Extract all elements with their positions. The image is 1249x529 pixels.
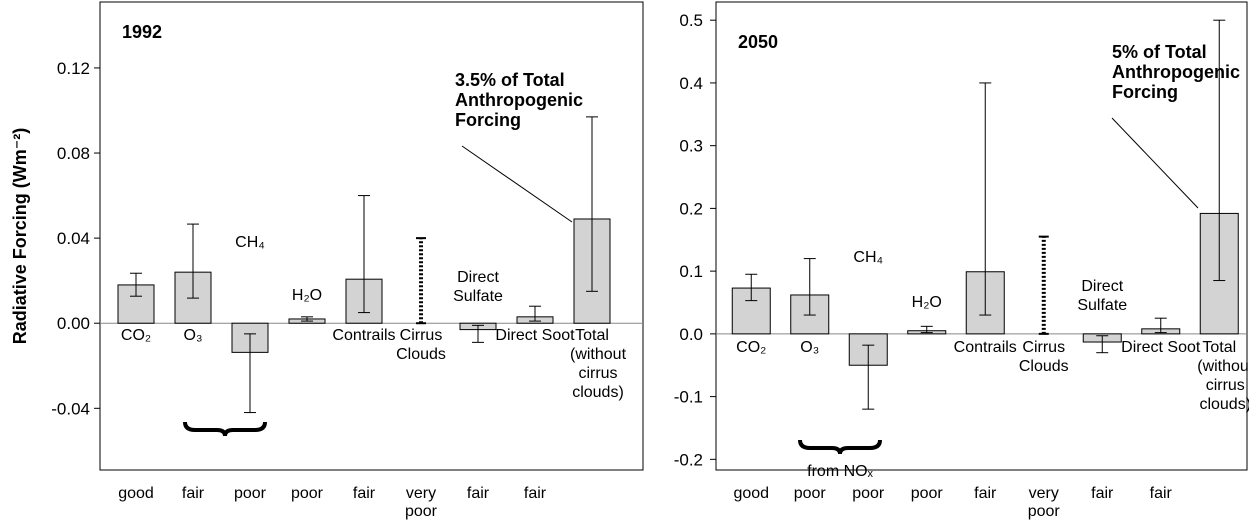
quality-rating: fair [353,485,376,502]
quality-rating: very [406,485,436,502]
category-label: Clouds [396,346,446,363]
quality-rating: poor [405,503,438,520]
y-tick-label: 0.12 [57,59,90,78]
y-tick-label: -0.2 [674,450,703,469]
category-label: CO₂ [736,339,766,356]
category-label: (without [1197,358,1249,375]
quality-rating: fair [1150,485,1173,502]
plot-frame [715,1,1248,471]
annotation-leader [461,145,573,223]
category-label: clouds) [572,384,624,401]
y-tick-label: 0.00 [57,314,90,333]
category-label: Direct [1081,278,1123,295]
category-label: Contrails [332,327,395,344]
category-label: Clouds [1019,358,1069,375]
quality-rating: poor [1028,503,1061,520]
y-axis-label: Radiative Forcing (Wm⁻²) [10,128,30,345]
annotation: 5% of Total [1112,42,1207,62]
annotation-leader [1111,117,1199,209]
quality-rating: poor [852,485,885,502]
y-tick-label: 0.0 [679,325,703,344]
annotation: Anthropogenic [455,90,583,110]
annotation: 3.5% of Total [455,70,565,90]
brace [798,439,882,455]
y-tick-label: 0.1 [679,262,703,281]
category-label: Direct [457,269,499,286]
quality-rating: poor [291,485,324,502]
quality-rating: fair [467,485,490,502]
quality-rating: fair [524,485,547,502]
category-label: Sulfate [453,288,503,305]
y-tick-label: 0.5 [679,11,703,30]
y-tick-label: 0.2 [679,199,703,218]
quality-rating: poor [234,485,267,502]
quality-rating: good [733,485,769,502]
annotation: Forcing [1112,82,1178,102]
category-label: O₃ [184,327,203,344]
category-label: (without [570,346,627,363]
category-label: Cirrus [1022,339,1065,356]
y-tick-label: 0.3 [679,137,703,156]
category-label: Cirrus [400,327,443,344]
y-tick-label: 0.04 [57,229,90,248]
category-label: Contrails [954,339,1017,356]
category-label: cirrus [578,365,617,382]
category-label: Sulfate [1077,297,1127,314]
quality-rating: fair [974,485,997,502]
y-tick-label: 0.4 [679,74,703,93]
quality-rating: poor [794,485,827,502]
category-label: Direct Soot [1121,339,1201,356]
quality-rating: poor [911,485,944,502]
category-label: Direct Soot [495,327,575,344]
y-tick-label: 0.08 [57,144,90,163]
quality-rating: very [1029,485,1059,502]
annotation: Forcing [455,110,521,130]
category-label: O₃ [800,339,819,356]
category-label: clouds) [1199,396,1249,413]
category-label: CH₄ [853,249,883,266]
category-label: cirrus [1206,377,1245,394]
chart-title: 2050 [738,32,778,52]
category-label: CO₂ [121,327,151,344]
quality-rating: good [118,485,154,502]
brace-label: from NOₓ [807,463,873,480]
category-label: H₂O [912,294,942,311]
quality-rating: fair [182,485,205,502]
chart-title: 1992 [122,22,162,42]
category-label: H₂O [292,287,322,304]
category-label: Total [575,327,609,344]
quality-rating: fair [1091,485,1114,502]
category-label: Total [1202,339,1236,356]
annotation: Anthropogenic [1112,62,1240,82]
y-tick-label: -0.1 [674,388,703,407]
plot-frame [99,1,644,471]
brace [183,421,267,437]
category-label: CH₄ [235,234,265,251]
y-tick-label: -0.04 [51,399,90,418]
